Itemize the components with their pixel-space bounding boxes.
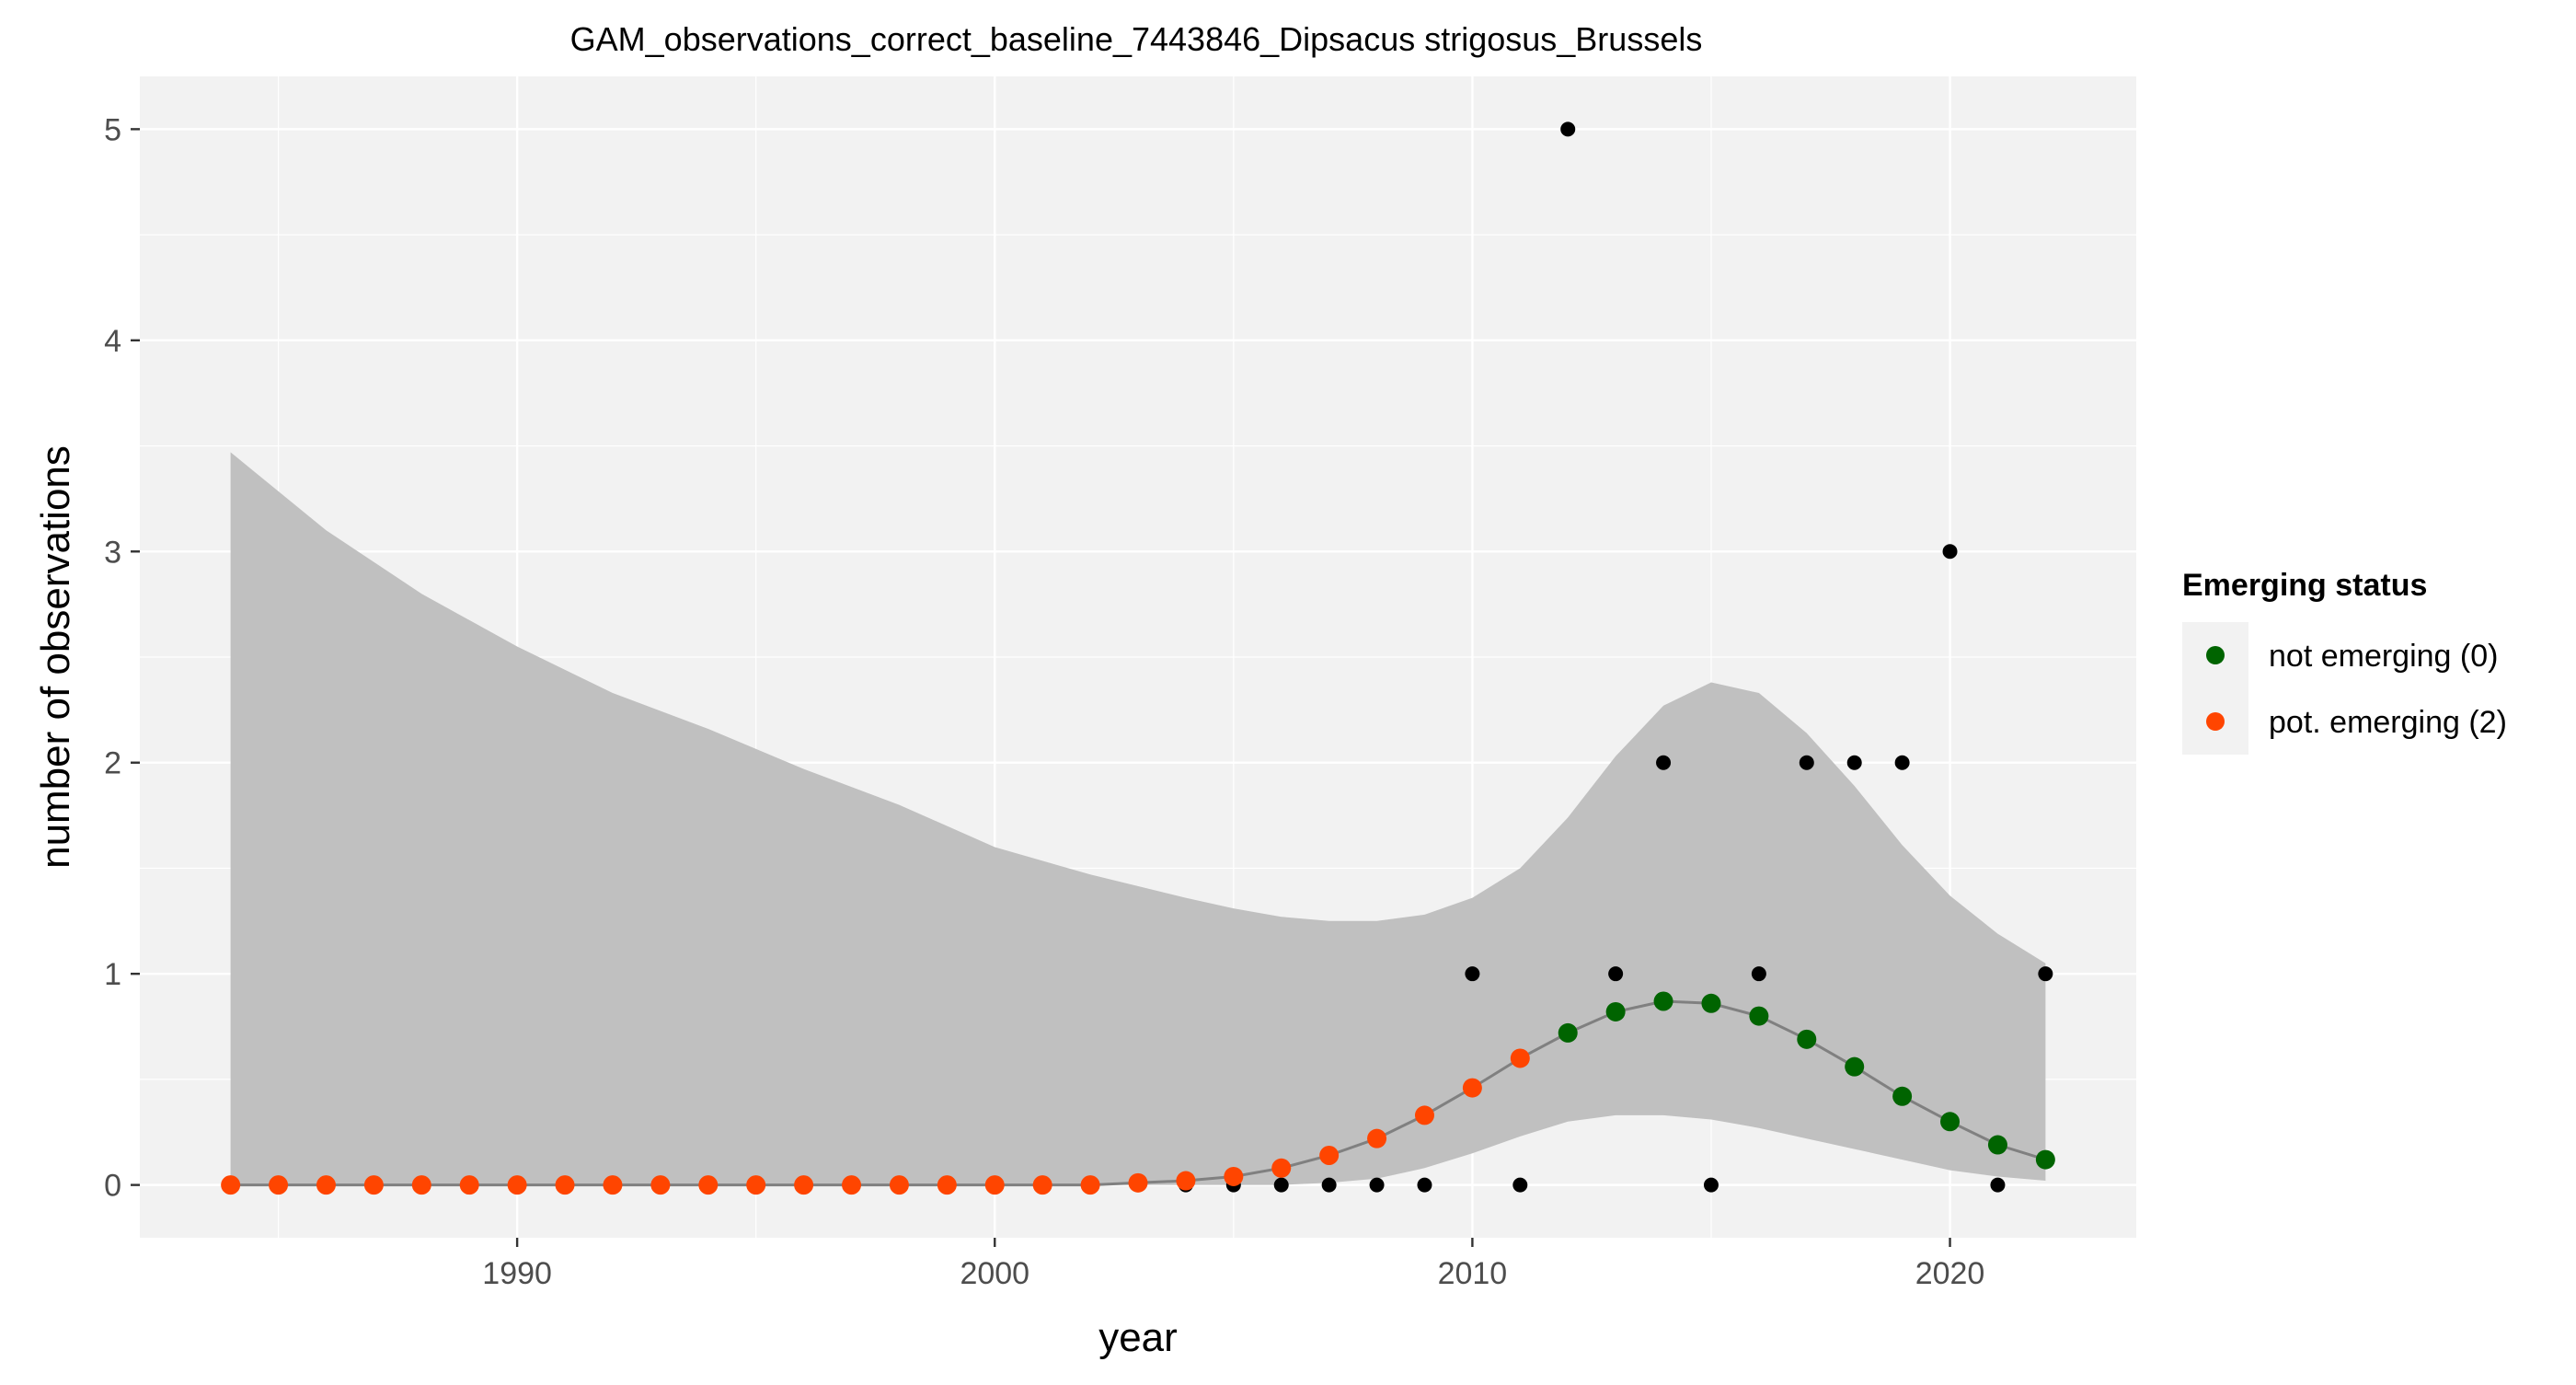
fit-point [1319, 1146, 1340, 1166]
observation-point [1799, 755, 1814, 770]
observation-point [1560, 121, 1576, 137]
y-tick-label: 0 [104, 1169, 121, 1204]
fit-point [269, 1175, 289, 1195]
fit-point [459, 1175, 479, 1195]
fit-point [1940, 1112, 1961, 1132]
x-tick-label: 2020 [1915, 1256, 1985, 1291]
observation-point [1942, 544, 1958, 560]
y-axis-label: number of observations [33, 445, 78, 869]
fit-point [1032, 1175, 1052, 1195]
observation-point [1321, 1177, 1337, 1193]
fit-point [316, 1175, 336, 1195]
observation-point [1417, 1177, 1432, 1193]
fit-point [1797, 1029, 1817, 1049]
observation-point [1512, 1177, 1528, 1193]
fit-point [221, 1175, 241, 1195]
x-tick-label: 1990 [482, 1256, 552, 1291]
fit-point [1892, 1086, 1913, 1106]
y-tick-label: 2 [104, 746, 121, 781]
observation-point [1751, 966, 1766, 982]
observation-point [2038, 966, 2053, 982]
y-tick-label: 3 [104, 535, 121, 570]
fit-point [2035, 1149, 2055, 1170]
fit-point [603, 1175, 623, 1195]
observation-point [1846, 755, 1862, 770]
legend-label-1: pot. emerging (2) [2269, 705, 2507, 740]
confidence-band-layer [230, 452, 2046, 1185]
observation-point [1465, 966, 1480, 982]
observation-point [1608, 966, 1624, 982]
fit-point [1845, 1056, 1865, 1077]
axis-layer: 0 1 2 3 4 5 1990 2000 2010 2020 [104, 112, 1984, 1291]
fit-point [1128, 1172, 1148, 1193]
observation-point [1369, 1177, 1385, 1193]
fit-point [794, 1175, 814, 1195]
y-tick-label: 4 [104, 324, 121, 359]
fit-point [1987, 1135, 2007, 1155]
fit-point [1653, 991, 1673, 1011]
fit-point [1414, 1105, 1434, 1125]
fit-point [842, 1175, 862, 1195]
observation-point [1703, 1177, 1719, 1193]
fit-point [1605, 1001, 1626, 1021]
fit-point [507, 1175, 527, 1195]
legend-swatch-1 [2206, 712, 2225, 731]
legend-label-0: not emerging (0) [2269, 639, 2498, 674]
y-tick-label: 5 [104, 112, 121, 147]
y-tick-label: 1 [104, 957, 121, 992]
legend: Emerging status not emerging (0) pot. em… [2182, 568, 2507, 755]
fit-point [363, 1175, 384, 1195]
legend-swatch-0 [2206, 646, 2225, 664]
x-axis-label: year [1098, 1315, 1178, 1360]
chart-title: GAM_observations_correct_baseline_744384… [570, 20, 1703, 58]
fit-points-layer [221, 991, 2055, 1195]
fit-point [1749, 1006, 1769, 1026]
legend-title: Emerging status [2182, 568, 2427, 603]
fit-point [1224, 1166, 1244, 1186]
fit-point [650, 1175, 671, 1195]
observation-point [1894, 755, 1910, 770]
fit-point [889, 1175, 909, 1195]
fit-point [984, 1175, 1005, 1195]
fit-point [746, 1175, 766, 1195]
fit-point [1176, 1171, 1196, 1191]
confidence-band [230, 452, 2046, 1185]
fit-point [555, 1175, 575, 1195]
observation-point [1990, 1177, 2006, 1193]
fit-point [1510, 1048, 1530, 1068]
observation-point [1273, 1177, 1289, 1193]
fit-point [937, 1175, 957, 1195]
observation-point [1656, 755, 1672, 770]
fit-point [1271, 1158, 1292, 1178]
fit-point [1367, 1128, 1387, 1148]
x-tick-label: 2010 [1438, 1256, 1508, 1291]
fit-point [1080, 1175, 1100, 1195]
fit-point [1462, 1078, 1482, 1098]
x-tick-label: 2000 [960, 1256, 1029, 1291]
fit-point [1701, 993, 1721, 1013]
fit-point [698, 1175, 719, 1195]
fit-point [411, 1175, 431, 1195]
fit-point [1558, 1022, 1578, 1043]
